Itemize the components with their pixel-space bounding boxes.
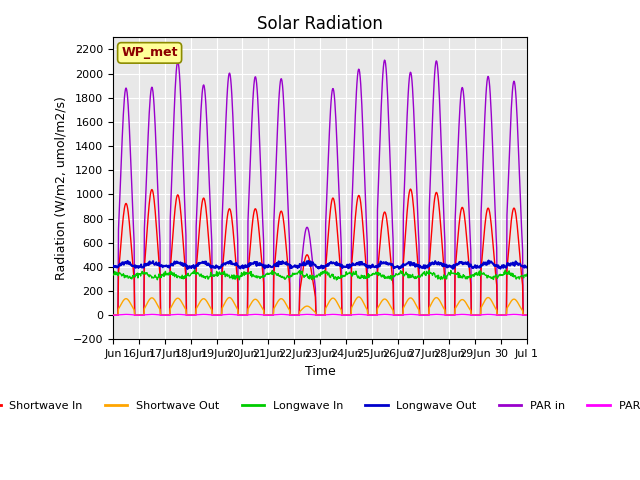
Y-axis label: Radiation (W/m2, umol/m2/s): Radiation (W/m2, umol/m2/s) bbox=[54, 96, 67, 280]
Legend: Shortwave In, Shortwave Out, Longwave In, Longwave Out, PAR in, PAR out: Shortwave In, Shortwave Out, Longwave In… bbox=[0, 396, 640, 415]
Title: Solar Radiation: Solar Radiation bbox=[257, 15, 383, 33]
X-axis label: Time: Time bbox=[305, 365, 335, 378]
Text: WP_met: WP_met bbox=[122, 47, 178, 60]
